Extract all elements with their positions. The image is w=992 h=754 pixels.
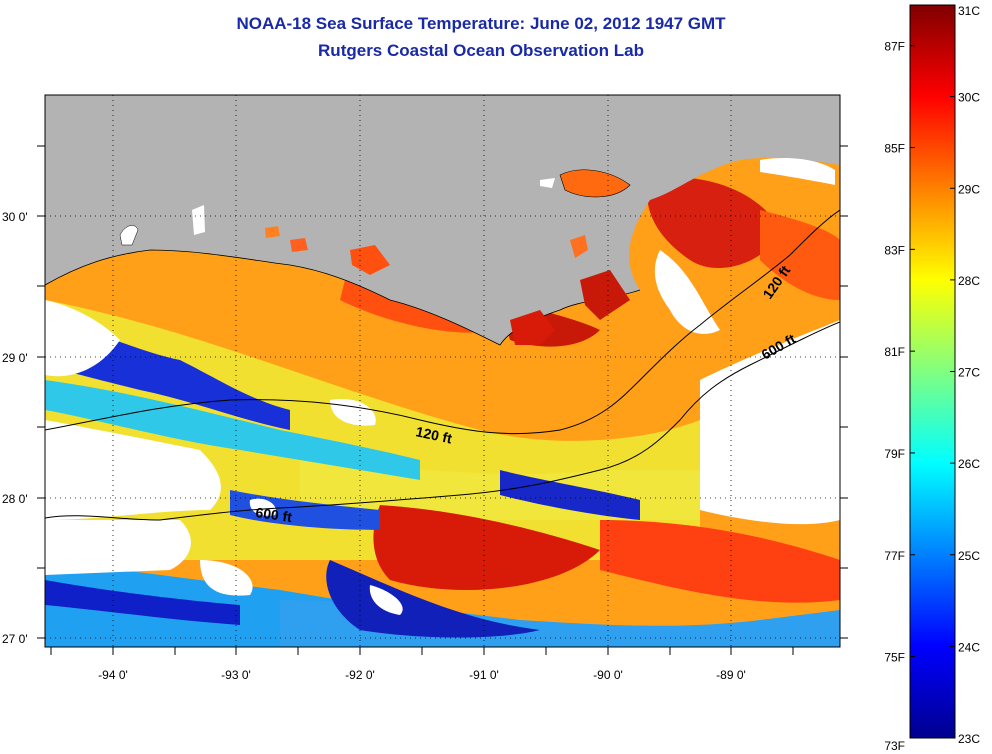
colorbar — [909, 4, 956, 739]
colorbar-celsius-labels: 31C 30C 29C 28C 27C 26C 25C 24C 23C — [958, 4, 980, 746]
inland-lake — [290, 238, 308, 252]
marsh-area — [510, 310, 555, 345]
inland-lake — [265, 226, 280, 238]
map-title: NOAA-18 Sea Surface Temperature: June 02… — [236, 14, 726, 33]
colorbar-fahrenheit-label: 87F — [884, 40, 905, 54]
land-area — [45, 95, 840, 345]
warm-water-patch — [373, 505, 600, 590]
colorbar-fahrenheit-label: 85F — [884, 142, 905, 156]
colorbar-celsius-label: 29C — [958, 182, 980, 196]
colorbar-fahrenheit-label: 79F — [884, 447, 905, 461]
colorbar-celsius-label: 31C — [958, 4, 980, 18]
colorbar-celsius-label: 27C — [958, 366, 980, 380]
colorbar-fahrenheit-label: 83F — [884, 243, 905, 257]
colorbar-celsius-label: 28C — [958, 274, 980, 288]
cloud-mask — [200, 560, 253, 596]
latitude-label: 28 0' — [2, 492, 28, 506]
latitude-label: 27 0' — [2, 632, 28, 646]
cloud-mask — [369, 585, 403, 615]
longitude-label: -93 0' — [221, 668, 251, 682]
cloud-mask — [700, 320, 840, 525]
cloud-mask — [249, 498, 276, 516]
cloud-mask — [45, 420, 221, 520]
inland-lake — [570, 235, 588, 258]
colorbar-celsius-label: 25C — [958, 549, 980, 563]
colorbar-ticks — [910, 4, 955, 739]
contour-600ft — [45, 321, 840, 521]
map-frame — [44, 94, 841, 648]
colorbar-celsius-label: 26C — [958, 457, 980, 471]
latitude-label: 30 0' — [2, 210, 28, 224]
marsh-area — [350, 245, 390, 275]
colorbar-celsius-label: 30C — [958, 91, 980, 105]
warm-water-patch — [760, 210, 840, 300]
cloud-mask — [45, 520, 191, 575]
longitude-label: -89 0' — [716, 668, 746, 682]
warm-water-patch — [647, 177, 780, 269]
colorbar-celsius-label: 23C — [958, 732, 980, 746]
cloud-mask — [45, 300, 120, 377]
colorbar-fahrenheit-label: 81F — [884, 345, 905, 359]
longitude-label: -92 0' — [345, 668, 375, 682]
latitude-label: 29 0' — [2, 351, 28, 365]
cold-water-band — [45, 580, 240, 625]
inland-lake — [540, 178, 555, 188]
cloud-mask — [654, 250, 720, 334]
inland-lake — [119, 225, 139, 246]
map-plot-area — [45, 95, 840, 647]
cold-water-band — [500, 470, 640, 520]
contour-label: 120 ft — [414, 423, 453, 446]
longitude-label: -90 0' — [593, 668, 623, 682]
marsh-area — [580, 270, 630, 320]
cold-water-band — [230, 490, 380, 530]
axis-ticks — [37, 145, 848, 655]
contour-120ft — [45, 209, 840, 435]
inland-lake — [559, 169, 631, 198]
map-subtitle: Rutgers Coastal Ocean Observation Lab — [318, 41, 644, 60]
warm-water-patch — [600, 520, 840, 603]
cold-water-band — [326, 560, 540, 638]
cold-water-band — [45, 380, 420, 480]
colorbar-fahrenheit-label: 77F — [884, 549, 905, 563]
colorbar-fahrenheit-label: 73F — [884, 739, 905, 753]
colorbar-celsius-label: 24C — [958, 640, 980, 654]
coastline — [45, 249, 641, 346]
inland-lake — [192, 205, 205, 235]
colorbar-fahrenheit-label: 75F — [884, 651, 905, 665]
cloud-mask — [760, 158, 835, 185]
graticule — [45, 95, 840, 647]
colorbar-fahrenheit-labels: 87F 85F 83F 81F 79F 77F 75F 73F — [884, 40, 905, 753]
contour-label: 600 ft — [255, 504, 294, 525]
longitude-label: -91 0' — [469, 668, 499, 682]
longitude-label: -94 0' — [98, 668, 128, 682]
